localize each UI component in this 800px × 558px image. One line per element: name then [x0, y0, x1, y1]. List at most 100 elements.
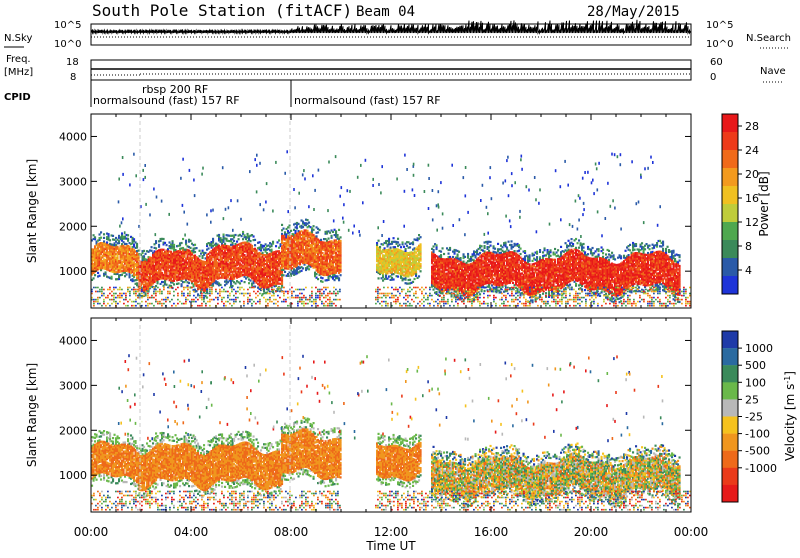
nsky-panel: N.Sky 10^5 10^0 10^5 10^0 N.Search [4, 20, 791, 50]
echo-cell [281, 224, 283, 226]
echo-cell [418, 275, 420, 277]
echo-cell [481, 245, 483, 247]
freq-tick-bottom: 8 [70, 72, 76, 83]
echo-cell [100, 231, 102, 233]
echo-cell [290, 230, 292, 232]
freq-label-line1: Freq. [6, 54, 31, 65]
echo-cell [337, 234, 339, 236]
echo-cell [172, 240, 174, 242]
echo-cell [493, 278, 495, 280]
echo-cell [329, 232, 331, 234]
echo-cell [337, 275, 339, 277]
echo-cell [244, 281, 246, 283]
echo-cell [488, 250, 490, 252]
echo-cell [169, 241, 171, 243]
echo-cell [440, 254, 442, 256]
echo-cell [129, 246, 131, 248]
echo-cell [235, 234, 237, 236]
echo-cell [127, 238, 129, 240]
echo-cell [334, 279, 336, 281]
freq-tick-top: 18 [66, 57, 79, 68]
echo-cell [143, 250, 145, 252]
echo-cell [155, 240, 157, 242]
echo-cell [397, 238, 399, 240]
nsky-tick-top: 10^5 [54, 20, 81, 31]
echo-cell [239, 282, 241, 284]
echo-cell [121, 232, 123, 234]
echo-cell [406, 245, 408, 247]
echo-cell [433, 289, 435, 291]
echo-cell [283, 274, 285, 276]
echo-cell [100, 237, 102, 239]
echo-cell [250, 280, 252, 282]
echo-cell [301, 270, 303, 272]
echo-cell [479, 252, 481, 254]
echo-cell [302, 226, 304, 228]
echo-cell [170, 251, 172, 253]
nsky-label: N.Sky [4, 33, 32, 44]
echo-cell [194, 244, 196, 246]
echo-cell [481, 290, 483, 292]
echo-cell [161, 272, 163, 274]
echo-cell [271, 249, 273, 251]
echo-cell [194, 251, 196, 253]
echo-cell [212, 238, 214, 240]
echo-cell [126, 243, 128, 245]
date-label: 28/May/2015 [587, 4, 680, 20]
echo-cell [163, 249, 165, 251]
echo-cell [151, 246, 153, 248]
echo-cell [236, 241, 238, 243]
echo-cell [181, 242, 183, 244]
echo-cell [405, 248, 407, 250]
echo-cell [457, 254, 459, 256]
echo-cell [506, 246, 508, 248]
echo-cell [278, 250, 280, 252]
echo-cell [307, 230, 309, 232]
nave-tick-bottom: 0 [710, 72, 716, 83]
echo-cell [420, 243, 422, 245]
echo-cell [106, 241, 108, 243]
echo-cell [133, 238, 135, 240]
echo-cell [121, 274, 123, 276]
echo-cell [460, 257, 462, 259]
echo-cell [208, 247, 210, 249]
echo-cell [463, 253, 465, 255]
echo-cell [94, 236, 96, 238]
echo-cell [388, 238, 390, 240]
echo-cell [484, 290, 486, 292]
echo-cell [378, 240, 380, 242]
echo-cell [158, 244, 160, 246]
echo-cell [433, 249, 435, 251]
echo-cell [133, 244, 135, 246]
echo-cell [223, 234, 225, 236]
echo-cell [242, 238, 244, 240]
echo-cell [232, 242, 234, 244]
echo-cell [238, 238, 240, 240]
nsky-tick-bottom: 10^0 [54, 39, 81, 50]
echo-cell [190, 247, 192, 249]
echo-cell [187, 285, 189, 287]
echo-cell [397, 241, 399, 243]
echo-cell [452, 256, 454, 258]
echo-cell [241, 235, 243, 237]
echo-cell [185, 240, 187, 242]
echo-cell [335, 230, 337, 232]
echo-cell [118, 240, 120, 242]
echo-cell [379, 246, 381, 248]
echo-cell [103, 240, 105, 242]
echo-cell [313, 229, 315, 231]
echo-cell [99, 233, 101, 235]
echo-cell [298, 223, 300, 225]
echo-cell [390, 247, 392, 249]
echo-cell [490, 241, 492, 243]
echo-cell [277, 241, 279, 243]
nsky-trace [91, 20, 691, 37]
echo-cell [103, 233, 105, 235]
echo-cell [284, 231, 286, 233]
echo-cell [145, 292, 147, 294]
echo-cell [490, 245, 492, 247]
echo-cell [190, 240, 192, 242]
echo-cell [136, 243, 138, 245]
echo-cell [409, 246, 411, 248]
echo-cell [93, 277, 95, 279]
